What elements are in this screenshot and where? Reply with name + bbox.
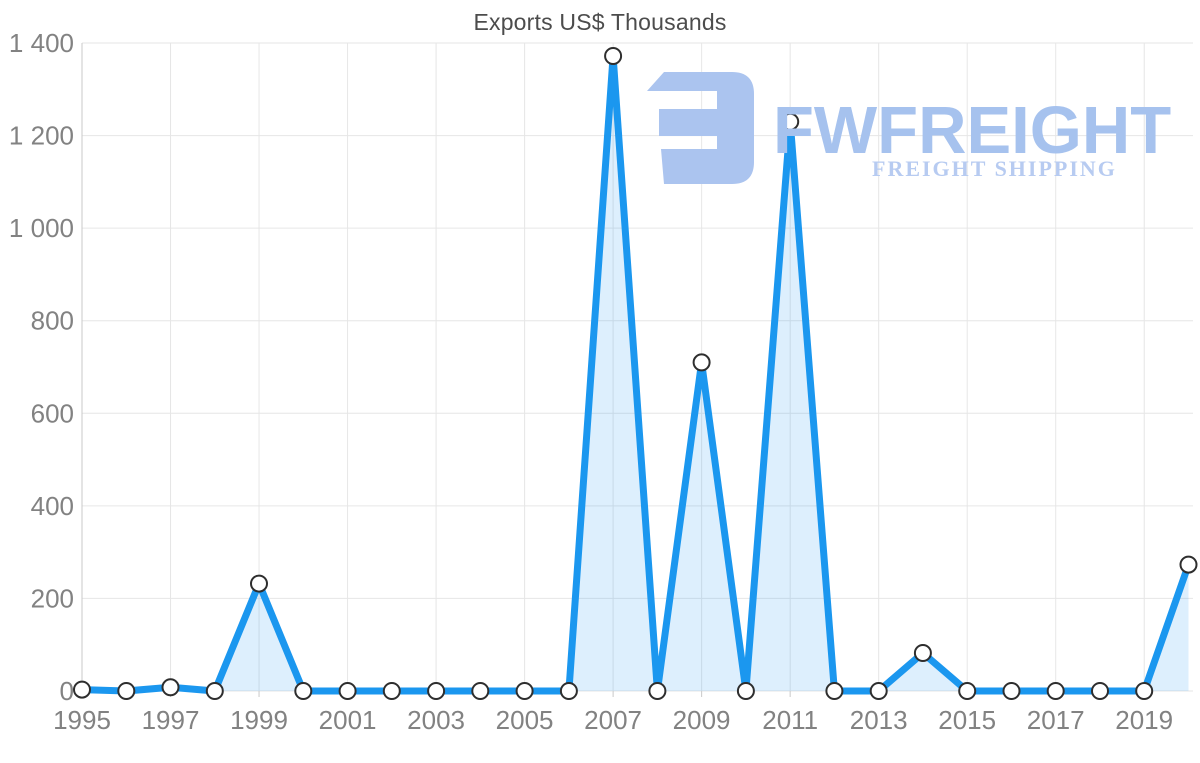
- y-axis-label: 600: [31, 398, 74, 428]
- data-point-marker: [559, 682, 578, 700]
- x-axis-label: 2015: [938, 705, 996, 735]
- data-point-marker: [294, 682, 313, 700]
- data-point-marker: [161, 678, 180, 697]
- data-point-marker: [1179, 555, 1198, 574]
- data-point-marker: [825, 682, 844, 700]
- y-axis-label: 800: [31, 306, 74, 336]
- data-point-marker: [382, 682, 401, 700]
- data-point-marker: [427, 682, 446, 700]
- data-point-marker: [515, 682, 534, 700]
- x-axis-label: 1999: [230, 705, 288, 735]
- y-axis-label: 1 400: [9, 28, 74, 58]
- data-point-marker: [781, 112, 800, 131]
- y-axis-label: 0: [60, 676, 74, 706]
- data-point-marker: [471, 682, 490, 700]
- x-axis-label: 1997: [142, 705, 200, 735]
- data-point-marker: [1002, 682, 1021, 700]
- y-axis-label: 200: [31, 583, 74, 613]
- data-point-marker: [117, 682, 136, 700]
- y-axis-label: 1 200: [9, 121, 74, 151]
- data-point-marker: [692, 353, 711, 372]
- x-axis-label: 2013: [850, 705, 908, 735]
- x-axis-label: 2007: [584, 705, 642, 735]
- data-point-marker: [958, 682, 977, 700]
- data-point-marker: [338, 682, 357, 700]
- x-axis-label: 2005: [496, 705, 554, 735]
- x-axis-label: 2019: [1115, 705, 1173, 735]
- x-axis-label: 2009: [673, 705, 731, 735]
- x-axis-label: 2003: [407, 705, 465, 735]
- data-point-marker: [736, 682, 755, 700]
- data-point-marker: [1091, 682, 1109, 700]
- data-point-marker: [648, 682, 667, 700]
- x-axis-label: 2017: [1027, 705, 1085, 735]
- data-point-marker: [73, 680, 91, 699]
- data-point-marker: [1135, 682, 1154, 700]
- y-axis-label: 1 000: [9, 213, 74, 243]
- x-axis-label: 2001: [319, 705, 377, 735]
- chart-title: Exports US$ Thousands: [473, 9, 727, 35]
- data-point-marker: [869, 682, 888, 700]
- y-axis-label: 400: [31, 491, 74, 521]
- data-point-marker: [604, 47, 623, 65]
- data-point-marker: [205, 682, 224, 700]
- data-point-marker: [250, 574, 268, 593]
- x-axis-label: 1995: [53, 705, 111, 735]
- data-point-marker: [1046, 682, 1065, 700]
- x-axis-label: 2011: [762, 705, 818, 735]
- data-point-marker: [913, 644, 932, 662]
